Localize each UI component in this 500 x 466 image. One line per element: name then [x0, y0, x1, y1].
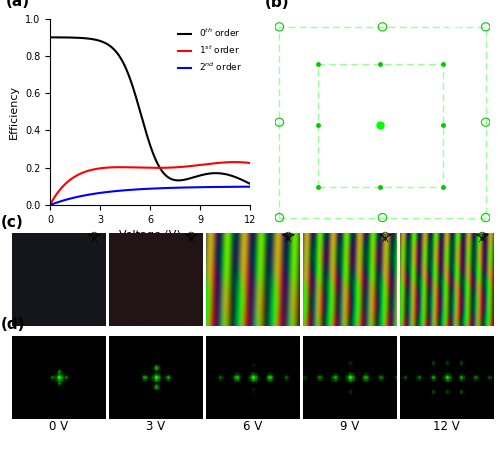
Text: (c): (c): [1, 215, 24, 230]
X-axis label: Voltage (V): Voltage (V): [119, 230, 181, 240]
Text: 9 V: 9 V: [340, 420, 359, 433]
Text: (a): (a): [6, 0, 30, 9]
Y-axis label: Efficiency: Efficiency: [10, 85, 20, 139]
Text: 12 V: 12 V: [433, 420, 460, 433]
Text: 6 V: 6 V: [243, 420, 262, 433]
Text: 0$^{th}$ orders: 0$^{th}$ orders: [448, 89, 488, 101]
Text: 1$^{st}$ orders: 1$^{st}$ orders: [450, 60, 488, 72]
Text: (d): (d): [1, 317, 26, 332]
Text: 2$^{nd}$ orders: 2$^{nd}$ orders: [448, 25, 488, 37]
Text: 3 V: 3 V: [146, 420, 165, 433]
Bar: [318, 64, 442, 187]
Legend: 0$^{th}$ order, 1$^{st}$ order, 2$^{nd}$ order: 0$^{th}$ order, 1$^{st}$ order, 2$^{nd}$…: [174, 23, 246, 76]
Text: 0 V: 0 V: [49, 420, 68, 433]
Text: (b): (b): [264, 0, 289, 10]
